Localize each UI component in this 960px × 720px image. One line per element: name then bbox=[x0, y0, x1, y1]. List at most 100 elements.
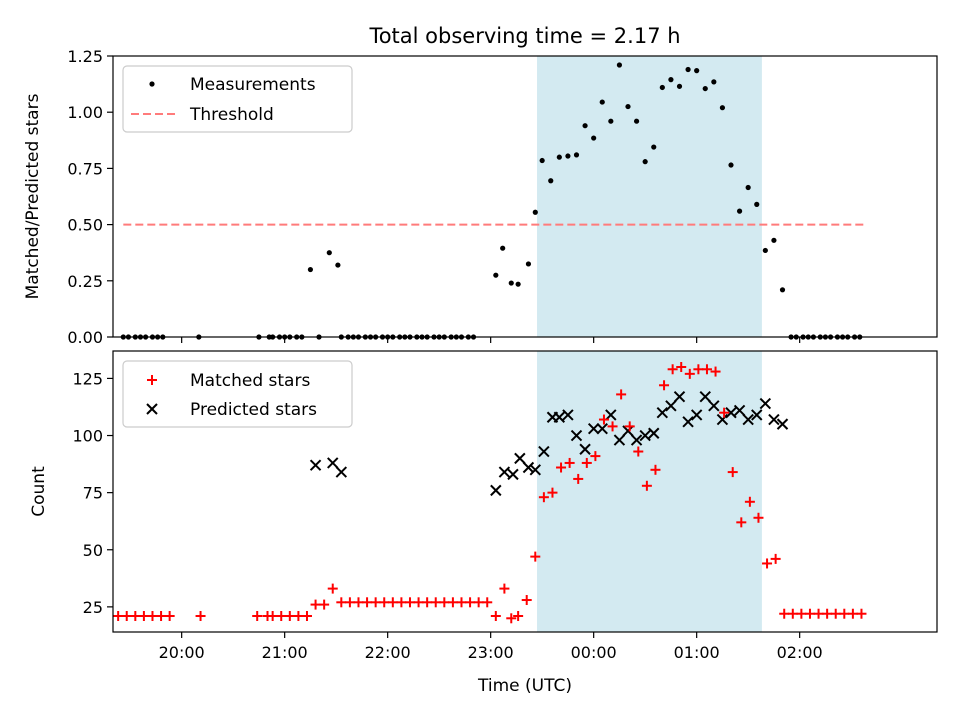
measurement-point bbox=[625, 103, 631, 110]
y-tick-label: 0.00 bbox=[67, 328, 103, 347]
measurement-point bbox=[702, 85, 708, 92]
measurement-point bbox=[515, 281, 521, 287]
predicted-star-point bbox=[579, 443, 591, 455]
matched-star-point bbox=[779, 608, 790, 619]
measurement-point bbox=[582, 123, 588, 129]
measurement-point bbox=[668, 77, 674, 83]
matched-star-point bbox=[379, 597, 390, 608]
matched-star-point bbox=[727, 467, 738, 478]
matched-star-point bbox=[490, 611, 501, 622]
predicted-stars-points bbox=[309, 390, 789, 497]
matched-star-point bbox=[353, 597, 364, 608]
matched-star-point bbox=[822, 608, 833, 619]
predicted-star-point bbox=[522, 461, 535, 474]
y-tick-label: 125 bbox=[72, 369, 103, 388]
predicted-star-point bbox=[699, 390, 711, 403]
y-tick-label: 25 bbox=[83, 598, 103, 617]
predicted-star-point bbox=[639, 429, 651, 442]
measurement-point bbox=[532, 209, 538, 215]
measurement-point bbox=[779, 287, 786, 293]
bottom-x-ticks: 20:00 21:00 22:00 23:00 00:00 01:00 02:00 bbox=[159, 632, 823, 662]
matched-stars-points bbox=[113, 361, 867, 624]
matched-star-point bbox=[327, 583, 338, 594]
x-tick-label: 00:00 bbox=[571, 643, 617, 662]
predicted-star-point bbox=[514, 452, 526, 465]
matched-star-point bbox=[387, 597, 398, 608]
measurement-point bbox=[771, 237, 777, 243]
measurement-point bbox=[642, 159, 648, 165]
legend-matched-marker bbox=[147, 375, 157, 385]
top-y-axis-label: Matched/Predicted stars bbox=[23, 93, 43, 299]
matched-star-point bbox=[633, 446, 644, 457]
predicted-star-point bbox=[673, 390, 686, 403]
matched-star-point bbox=[530, 551, 541, 562]
matched-star-point bbox=[310, 599, 321, 610]
matched-star-point bbox=[336, 597, 347, 608]
matched-star-point bbox=[482, 597, 493, 608]
x-tick-label: 01:00 bbox=[674, 643, 720, 662]
matched-star-point bbox=[506, 613, 517, 624]
y-tick-label: 1.25 bbox=[67, 47, 103, 66]
bottom-y-ticks: 25 50 75 100 125 bbox=[72, 369, 113, 617]
matched-star-point bbox=[404, 597, 415, 608]
matched-star-point bbox=[856, 608, 867, 619]
measurement-point bbox=[591, 135, 597, 141]
predicted-star-point bbox=[596, 422, 608, 435]
matched-star-point bbox=[581, 457, 592, 468]
legend-threshold-label: Threshold bbox=[189, 105, 274, 125]
measurement-point bbox=[762, 247, 768, 254]
top-x-ticks bbox=[181, 337, 801, 343]
matched-star-point bbox=[796, 608, 807, 619]
matched-star-point bbox=[847, 608, 858, 619]
predicted-star-point bbox=[708, 400, 720, 412]
y-tick-label: 1.00 bbox=[67, 103, 103, 122]
measurement-point bbox=[719, 105, 726, 111]
matched-star-point bbox=[370, 597, 381, 608]
x-tick-label: 22:00 bbox=[365, 643, 411, 662]
matched-star-point bbox=[684, 368, 695, 379]
predicted-star-point bbox=[768, 413, 780, 426]
bottom-highlight-band bbox=[537, 351, 762, 632]
predicted-star-point bbox=[613, 434, 626, 446]
matched-star-point bbox=[422, 597, 433, 608]
predicted-star-point bbox=[742, 413, 754, 426]
matched-star-point bbox=[267, 611, 278, 622]
legend-x-glyph bbox=[146, 403, 158, 415]
x-tick-label: 02:00 bbox=[777, 643, 823, 662]
matched-star-point bbox=[164, 611, 175, 622]
measurement-point bbox=[599, 99, 605, 105]
measurement-point bbox=[676, 83, 683, 89]
bottom-legend: Matched stars Predicted stars bbox=[122, 360, 353, 428]
matched-star-point bbox=[667, 364, 678, 375]
predicted-star-point bbox=[498, 466, 511, 478]
measurement-point bbox=[548, 178, 554, 184]
matched-star-point bbox=[147, 611, 158, 622]
predicted-star-point bbox=[690, 409, 703, 421]
measurement-point bbox=[745, 184, 751, 191]
matched-star-point bbox=[276, 611, 287, 622]
matched-star-point bbox=[547, 487, 558, 498]
bottom-y-axis-label: Count bbox=[29, 466, 49, 517]
matched-star-point bbox=[744, 496, 755, 507]
matched-star-point bbox=[521, 595, 532, 606]
top-panel: 0.00 0.25 0.50 0.75 1.00 1.25 Total observing… bbox=[23, 24, 938, 347]
measurement-point bbox=[335, 262, 341, 268]
y-tick-label: 0.50 bbox=[67, 216, 103, 235]
matched-star-point bbox=[701, 364, 712, 375]
top-highlight-band bbox=[537, 56, 762, 337]
matched-star-point bbox=[676, 361, 687, 372]
matched-star-point bbox=[573, 473, 584, 484]
top-legend: Measurements Threshold bbox=[122, 65, 353, 133]
matched-star-point bbox=[499, 583, 510, 594]
measurement-point bbox=[736, 208, 743, 214]
matched-star-point bbox=[439, 597, 450, 608]
measurement-point bbox=[326, 250, 332, 256]
matched-star-point bbox=[556, 462, 567, 473]
y-tick-label: 0.75 bbox=[67, 159, 103, 178]
measurement-point bbox=[633, 118, 640, 124]
matched-star-point bbox=[770, 553, 781, 564]
x-tick-label: 21:00 bbox=[262, 643, 308, 662]
measurement-point bbox=[685, 66, 691, 73]
matched-star-point bbox=[301, 611, 312, 622]
